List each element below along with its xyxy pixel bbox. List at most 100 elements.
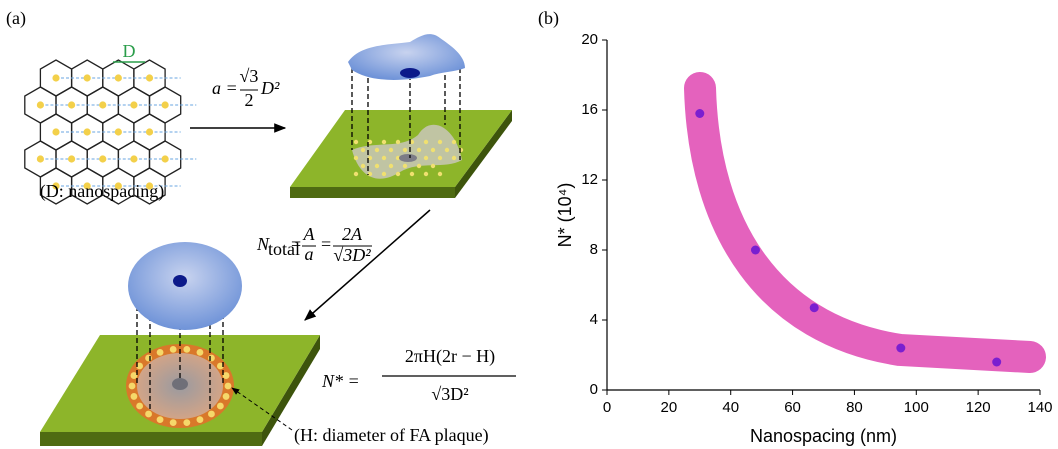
ligand-dot	[430, 163, 436, 169]
ligand-dot	[395, 155, 401, 161]
ligand-dot	[136, 362, 144, 370]
ligand-dot	[444, 147, 450, 153]
formula-denominator: 2	[245, 90, 254, 110]
ligand-dot	[402, 163, 408, 169]
ligand-dot	[36, 155, 45, 163]
ligand-dot	[437, 171, 443, 177]
x-tick-label: 100	[904, 399, 929, 416]
ligand-dot	[360, 163, 366, 169]
ligand-dot	[83, 74, 91, 82]
formula-factor: D²	[260, 78, 280, 98]
y-tick-label: 0	[590, 381, 598, 398]
ligand-dot	[52, 182, 60, 190]
footprint-dots	[353, 139, 464, 177]
data-point	[992, 357, 1002, 367]
y-tick-label: 4	[590, 311, 598, 328]
y-tick-label: 20	[581, 31, 598, 48]
ligand-dot	[222, 372, 230, 379]
nucleus-shadow	[399, 154, 417, 162]
ligand-dot	[145, 128, 154, 136]
ligand-dot	[99, 101, 107, 109]
ligand-dot	[216, 362, 224, 370]
ligand-dot	[353, 139, 359, 145]
plate-edge	[290, 187, 455, 198]
ligand-dot	[381, 139, 387, 145]
ligand-dot	[416, 147, 422, 153]
ligand-dot	[216, 402, 224, 410]
ligand-dot	[130, 155, 138, 163]
ligand-dot	[381, 171, 387, 177]
ligand-dot	[208, 410, 215, 418]
formula-numerator: 2πH(2r − H)	[405, 346, 495, 367]
cell	[128, 242, 242, 330]
ligand-dot	[99, 155, 107, 163]
ligand-dot	[388, 147, 394, 153]
ligand-dot	[169, 419, 177, 427]
ligand-dot	[83, 128, 91, 136]
ligand-dot	[367, 155, 373, 161]
data-point	[896, 343, 906, 353]
ligand-dot	[395, 139, 401, 145]
x-tick-label: 80	[846, 399, 863, 416]
plaque-caption: (H: diameter of FA plaque)	[294, 425, 489, 446]
formula-numerator: 2A	[342, 224, 363, 244]
spacing-caption: (D: nanospacing)	[40, 181, 164, 202]
ligand-dot	[130, 372, 138, 379]
ligand-dot	[183, 419, 191, 427]
ligand-dot	[409, 171, 415, 177]
ligand-dot	[423, 171, 429, 177]
x-tick-label: 60	[784, 399, 801, 416]
ligand-dot	[208, 354, 215, 362]
ligand-dot	[395, 171, 401, 177]
y-tick-label: 8	[590, 241, 598, 258]
ligand-dot	[409, 139, 415, 145]
x-tick-label: 20	[661, 399, 678, 416]
nucleus	[400, 68, 420, 78]
y-tick-label: 16	[581, 101, 598, 118]
x-tick-label: 140	[1027, 399, 1052, 416]
ligand-dot	[145, 410, 152, 418]
ligand-dot	[402, 147, 408, 153]
ligand-dot	[161, 155, 169, 163]
ligand-dot	[437, 155, 443, 161]
ligand-dot	[423, 155, 429, 161]
ligand-dot	[156, 348, 164, 356]
ligand-dot	[367, 139, 373, 145]
nucleus	[173, 275, 187, 287]
plate-edge	[40, 432, 262, 446]
data-point	[750, 245, 760, 255]
formula-subscript: total	[268, 239, 300, 259]
ligand-dot	[367, 171, 373, 177]
ligand-dot	[136, 402, 144, 410]
ligand-dot	[388, 163, 394, 169]
ligand-dot	[222, 393, 230, 400]
hexagon-lattice	[24, 59, 197, 205]
ligand-dot	[353, 155, 359, 161]
formula-numerator: √3	[240, 66, 259, 86]
formula-lhs: N	[256, 234, 270, 254]
ligand-dot	[67, 155, 76, 163]
ligand-dot	[161, 101, 169, 109]
data-point	[695, 109, 705, 118]
ligand-dot	[114, 128, 122, 136]
ligand-dot	[128, 382, 136, 390]
hexagon	[133, 167, 166, 205]
y-tick-label: 12	[581, 171, 598, 188]
ligand-dot	[169, 345, 177, 353]
chart: 0 4 8 12 16 20 0 20 40 60 80 100 120 140 Nanospacing (…	[555, 31, 1053, 446]
x-tick-label: 120	[966, 399, 991, 416]
cell	[348, 34, 465, 80]
y-axis-label: N* (10⁴)	[555, 183, 575, 248]
x-tick-label: 40	[722, 399, 739, 416]
ligand-dot	[416, 163, 422, 169]
plate-edge	[455, 110, 512, 198]
ligand-dot	[196, 348, 204, 356]
ring-dots	[128, 345, 232, 427]
plate-edge	[262, 335, 320, 446]
ligand-dot	[114, 74, 122, 82]
ligand-dot	[224, 382, 232, 390]
pointer-arrow	[231, 387, 293, 431]
data-point	[809, 303, 819, 313]
